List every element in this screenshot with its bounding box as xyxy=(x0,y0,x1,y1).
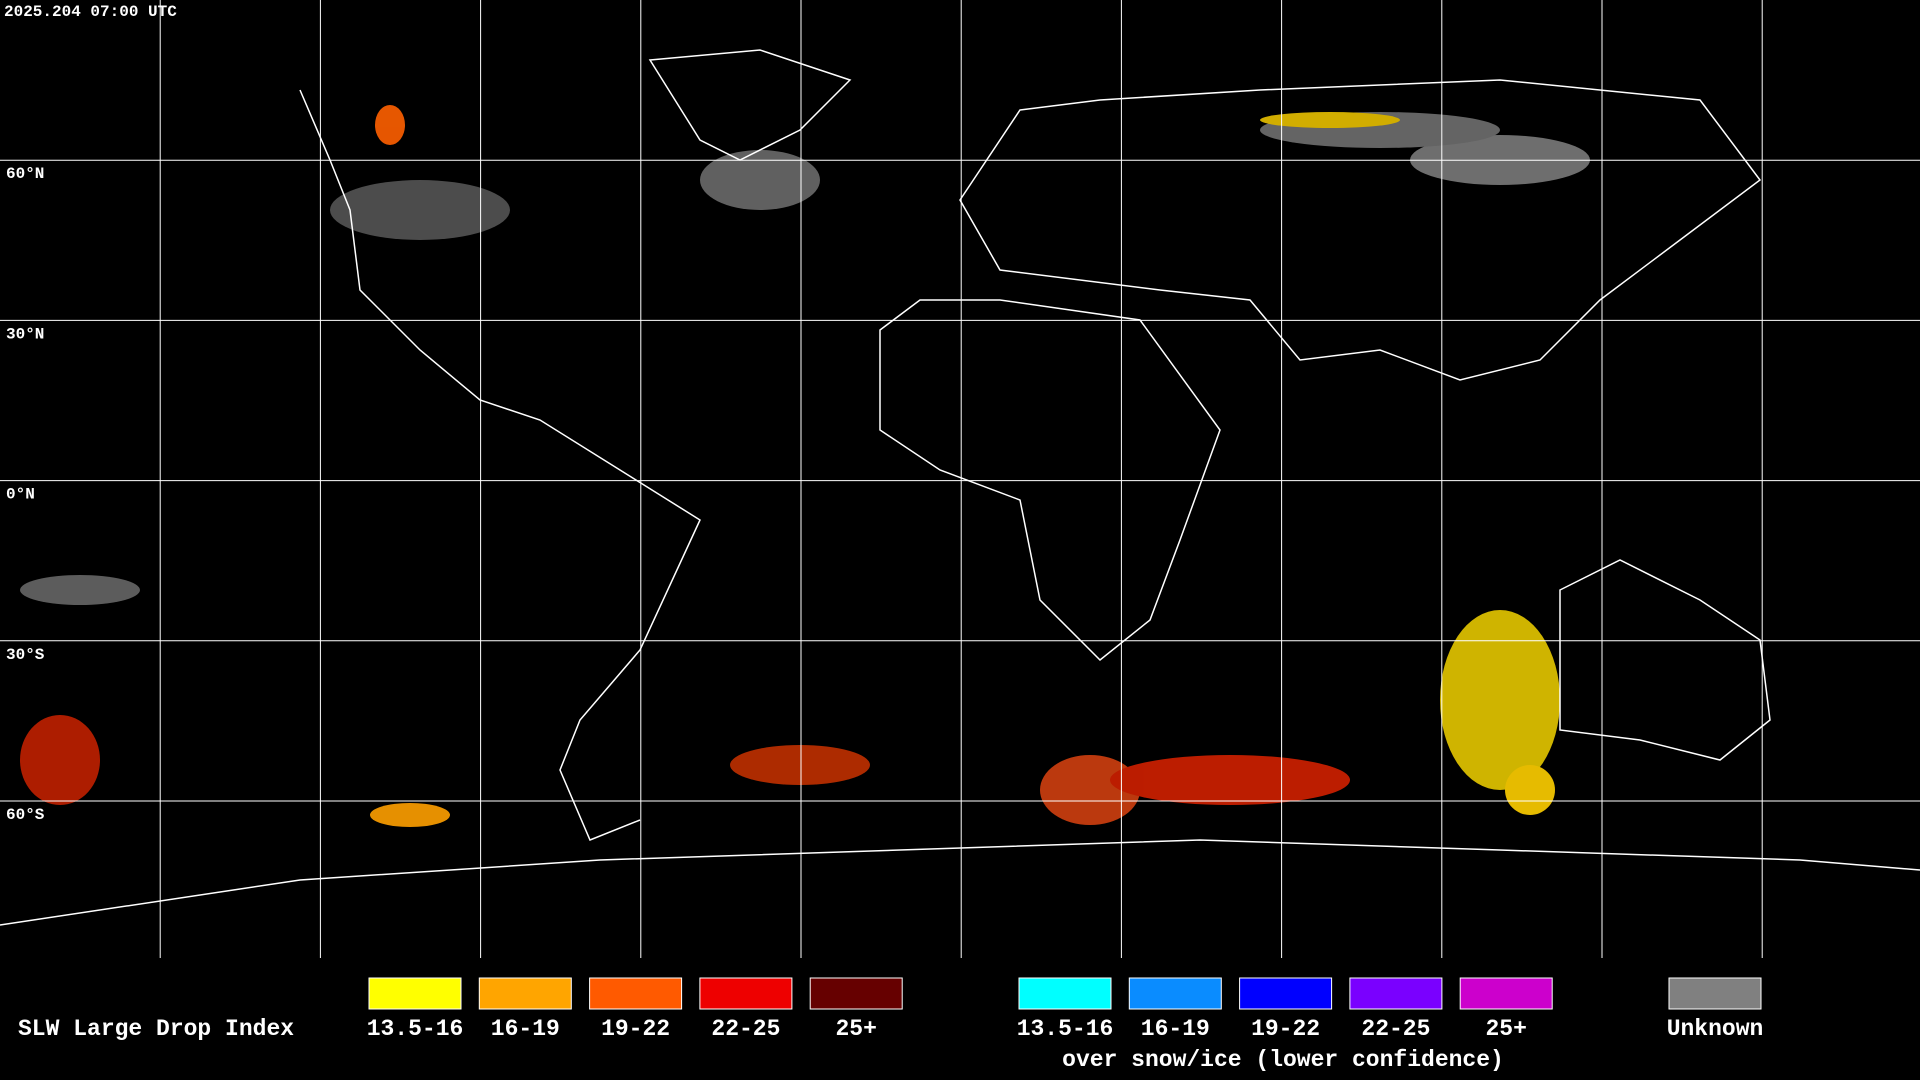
drop-cloud xyxy=(1110,755,1350,805)
legend-swatch xyxy=(1128,977,1222,1010)
coastline xyxy=(0,839,1920,926)
coastlines xyxy=(0,49,1920,926)
latitude-label: 30°S xyxy=(6,646,45,664)
legend-swatch xyxy=(478,977,572,1010)
drop-cloud xyxy=(1440,610,1560,790)
legend-swatch xyxy=(1018,977,1112,1010)
legend-swatch xyxy=(699,977,793,1010)
legend-swatch xyxy=(1668,977,1762,1010)
latitude-label: 0°N xyxy=(6,486,35,504)
legend-swatch xyxy=(368,977,462,1010)
legend-label: 22-25 xyxy=(1361,1016,1430,1042)
drop-cloud xyxy=(1260,112,1400,128)
legend-swatch xyxy=(1459,977,1553,1010)
drop-cloud xyxy=(370,803,450,827)
coastline xyxy=(959,79,1762,381)
latitude-label: 60°S xyxy=(6,806,45,824)
legend-label: 13.5-16 xyxy=(1017,1016,1114,1042)
timestamp: 2025.204 07:00 UTC xyxy=(4,3,177,21)
legend-label: 25+ xyxy=(835,1016,876,1042)
cloud-field xyxy=(20,105,1590,827)
latitude-label: 30°N xyxy=(6,325,44,343)
map-background xyxy=(0,0,1920,958)
legend: SLW Large Drop Index over snow/ice (lowe… xyxy=(18,977,1764,1073)
legend-title: SLW Large Drop Index xyxy=(18,1016,294,1042)
latitude-labels: 60°N 30°N 0°N 30°S 60°S xyxy=(6,165,45,824)
drop-cloud xyxy=(1040,755,1140,825)
legend-label: 16-19 xyxy=(1141,1016,1210,1042)
legend-label: 19-22 xyxy=(1251,1016,1320,1042)
legend-swatch xyxy=(1239,977,1333,1010)
drop-cloud xyxy=(1505,765,1555,815)
unknown-cloud xyxy=(330,180,510,240)
legend-label: 13.5-16 xyxy=(367,1016,464,1042)
legend-label: Unknown xyxy=(1667,1016,1764,1042)
drop-cloud xyxy=(375,105,405,145)
legend-label: 19-22 xyxy=(601,1016,670,1042)
latitude-label: 60°N xyxy=(6,165,44,183)
coastline xyxy=(648,49,852,161)
unknown-cloud xyxy=(20,575,140,605)
legend-swatch xyxy=(809,977,903,1010)
drop-cloud xyxy=(20,715,100,805)
legend-swatch xyxy=(1349,977,1443,1010)
drop-cloud xyxy=(730,745,870,785)
legend-caption: over snow/ice (lower confidence) xyxy=(1062,1047,1504,1073)
coastline xyxy=(1559,559,1771,761)
coastline xyxy=(299,89,701,841)
legend-label: 25+ xyxy=(1485,1016,1526,1042)
legend-label: 16-19 xyxy=(491,1016,560,1042)
graticule xyxy=(0,0,1920,958)
coastline xyxy=(879,299,1221,662)
legend-label: 22-25 xyxy=(711,1016,780,1042)
legend-swatch xyxy=(589,977,683,1010)
unknown-cloud xyxy=(700,150,820,210)
